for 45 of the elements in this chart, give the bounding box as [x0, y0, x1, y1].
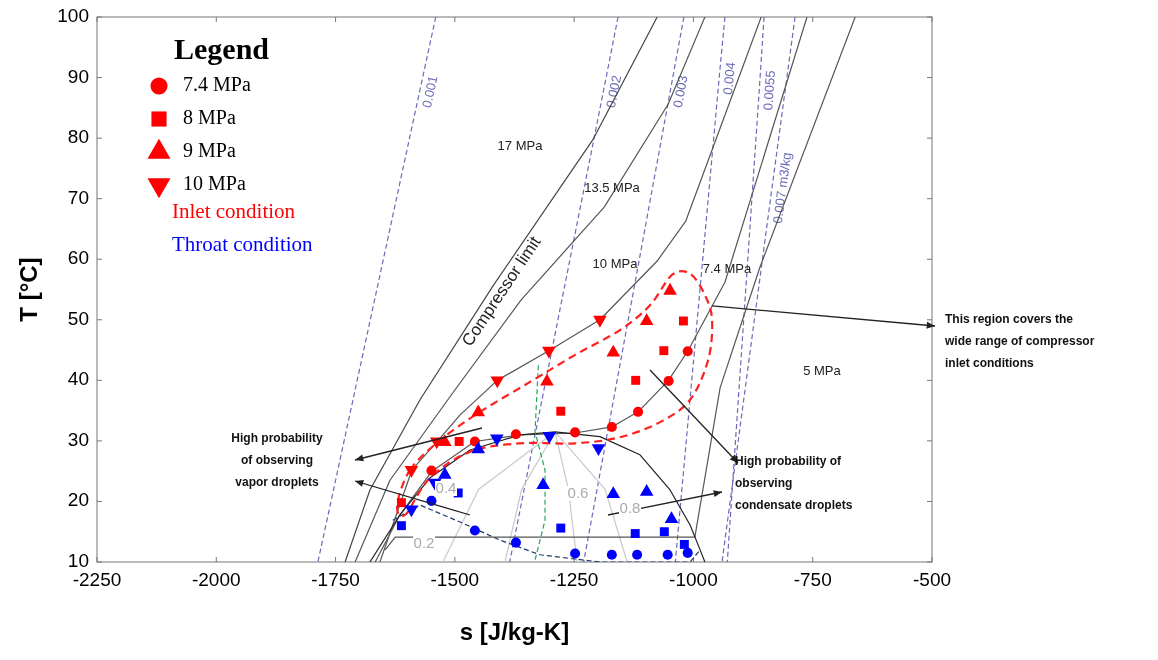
annotation: 13.5 MPa: [584, 180, 641, 195]
x-tick-label: -500: [912, 569, 952, 590]
x-tick-label: -1000: [669, 569, 718, 590]
annotation: High probability of observing condensate droplets: [735, 454, 853, 512]
y-tick-label: 70: [67, 186, 89, 208]
text: 0.002: [602, 74, 624, 110]
annotation: 0.8: [619, 499, 641, 516]
y-tick-label: 80: [67, 126, 89, 148]
y-tick-label: 10: [67, 550, 89, 572]
legend-label: 9 MPa: [183, 138, 236, 161]
annotation: 7.4 MPa: [702, 261, 752, 276]
y-tick-label: 30: [67, 428, 89, 450]
text: 0.0055: [760, 69, 779, 111]
legend-label: 10 MPa: [183, 171, 246, 194]
y-tick-label: 90: [67, 65, 89, 87]
y-tick-label: 20: [67, 489, 89, 511]
x-tick-label: -750: [793, 569, 832, 590]
x-tick-label: -2250: [72, 569, 122, 590]
annotation: High probability of observing vapor droplets: [231, 431, 323, 489]
annotation: Inlet condition: [172, 199, 296, 223]
x-tick-label: -1500: [430, 569, 480, 590]
text: 0.007 m3/kg: [769, 151, 795, 225]
annotation: 0.2: [413, 534, 435, 551]
legend-title: Legend: [174, 32, 270, 65]
annotation: 0.4: [435, 479, 457, 496]
y-tick-label: 60: [67, 247, 89, 269]
legend-label: 7.4 MPa: [183, 72, 251, 95]
x-tick-label: -1250: [549, 569, 599, 590]
x-axis-title: s [J/kg-K]: [459, 618, 570, 645]
text: 0.001: [418, 74, 441, 110]
text: 0.004: [720, 61, 739, 96]
y-tick-label: 40: [67, 368, 89, 390]
annotation: 10 MPa: [592, 256, 639, 271]
legend-label: 8 MPa: [183, 105, 236, 128]
x-tick-label: -2000: [191, 569, 241, 590]
annotation: 5 MPa: [803, 363, 842, 378]
annotation: Throat condition: [172, 232, 314, 256]
annotation: 17 MPa: [497, 138, 544, 153]
text: 0.003: [669, 74, 691, 109]
y-tick-label: 100: [57, 5, 89, 27]
annotation: 0.6: [567, 484, 589, 501]
annotation: This region covers the wide range of compressor inlet conditions: [944, 312, 1095, 370]
y-axis-title: T [°C]: [15, 257, 42, 322]
y-tick-label: 50: [67, 307, 89, 329]
x-tick-label: -1750: [311, 569, 360, 590]
